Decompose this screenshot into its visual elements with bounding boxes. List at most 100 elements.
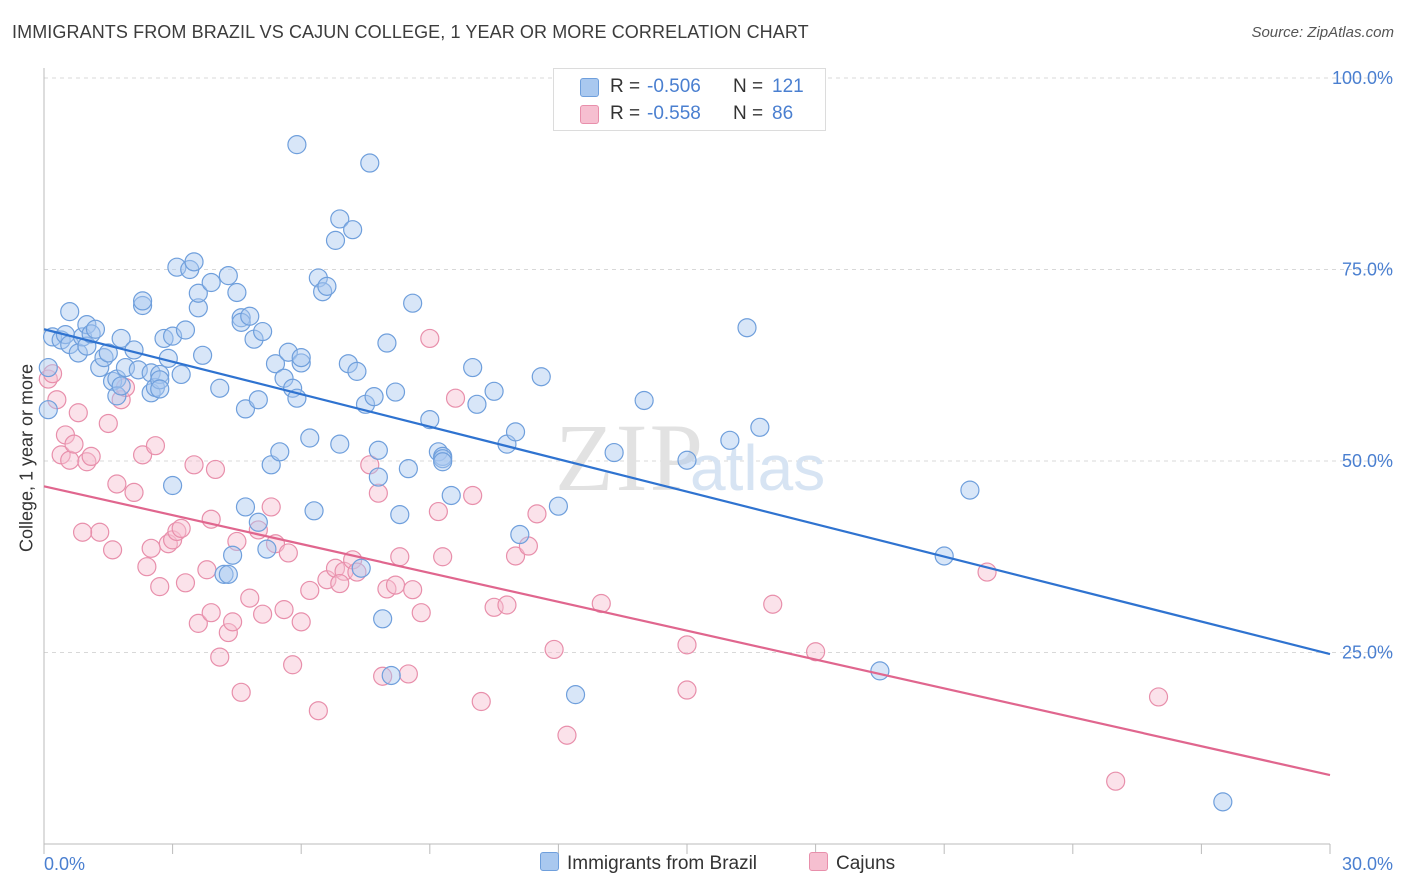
data-point [351,558,371,578]
x-tick-label: 30.0% [1342,854,1393,874]
y-tick-label: 75.0% [1342,260,1393,280]
data-point [398,664,418,684]
data-point [291,347,311,368]
data-point [197,560,217,580]
data-point [240,306,260,326]
data-point [308,701,328,721]
data-point [411,603,431,623]
data-point [544,639,564,660]
y-tick-label: 100.0% [1332,68,1393,88]
data-point [257,539,277,559]
legend-item-brazil[interactable]: Immigrants from Brazil [540,852,757,875]
stats-row-brazil: R = -0.506 N = 121 [554,74,825,100]
data-point [248,512,268,532]
data-point [201,603,221,623]
r-value: -0.558 [647,103,701,124]
data-point [171,518,191,539]
data-point [107,474,127,494]
brazil-points [38,135,1233,812]
data-point [231,682,251,702]
data-point [330,573,350,594]
n-label: N = [733,76,764,97]
data-point [218,564,238,584]
data-point [445,388,466,408]
data-point [403,293,423,313]
data-point [150,379,170,399]
data-point [385,382,406,402]
data-point [343,220,363,240]
r-value: -0.506 [647,76,701,97]
data-point [720,430,740,450]
n-value: 86 [772,103,794,124]
data-point [398,459,418,479]
data-point [248,390,268,410]
stats-legend: R = -0.506 N = 121 R = -0.558 N = 86 [553,68,826,131]
data-point [283,655,303,675]
data-point [265,354,286,374]
data-point [210,378,230,398]
data-point [188,298,208,318]
data-point [193,345,213,365]
data-point [278,543,298,563]
data-point [463,485,483,506]
data-point [171,364,191,385]
data-point [317,276,337,296]
data-point [132,295,153,316]
data-point [805,642,826,662]
y-tick-label: 25.0% [1342,643,1393,663]
data-point [210,647,230,667]
legend-item-cajuns[interactable]: Cajuns [809,852,895,875]
data-point [64,434,84,454]
data-point [510,524,530,545]
stats-row-cajuns: R = -0.558 N = 86 [554,101,825,127]
data-point [304,501,324,521]
brazil-trend-line [43,328,1331,656]
axes [43,68,1331,854]
data-point [68,403,88,423]
data-point [253,321,273,342]
data-point [107,386,127,406]
data-point [484,381,504,401]
data-point [531,367,551,387]
data-point [111,376,131,396]
data-point [214,564,234,584]
source-label: Source: ZipAtlas.com [1251,24,1394,41]
data-point [368,483,388,503]
data-point [150,577,170,597]
data-point [403,580,423,600]
cajuns-swatch [580,105,599,124]
data-point [227,282,247,303]
data-point [102,540,123,560]
legend-label-brazil: Immigrants from Brazil [567,853,758,874]
data-point [373,609,393,629]
data-point [175,320,196,340]
x-tick-label: 0.0% [44,854,85,874]
data-point [1213,792,1233,812]
data-point [557,725,577,745]
data-point [124,482,144,503]
data-point [420,328,440,349]
data-point [98,413,118,434]
data-point [763,594,783,614]
cajuns-swatch [809,852,828,871]
data-point [184,252,204,272]
tick-labels: 25.0% 50.0% 75.0% 100.0% 0.0% 30.0% [44,68,1393,874]
y-tick-label: 50.0% [1342,451,1393,471]
data-point [150,364,170,385]
data-point [677,450,697,470]
r-label: R = [610,103,641,124]
data-point [188,283,208,303]
data-point [287,135,307,155]
data-point [72,522,93,542]
data-point [223,612,243,632]
data-point [360,153,380,173]
data-point [381,665,401,686]
data-point [145,436,166,456]
data-point [218,622,238,643]
data-point [634,390,654,411]
data-point [737,318,757,338]
data-point [677,680,697,700]
data-point [325,230,346,250]
data-point [98,343,118,363]
